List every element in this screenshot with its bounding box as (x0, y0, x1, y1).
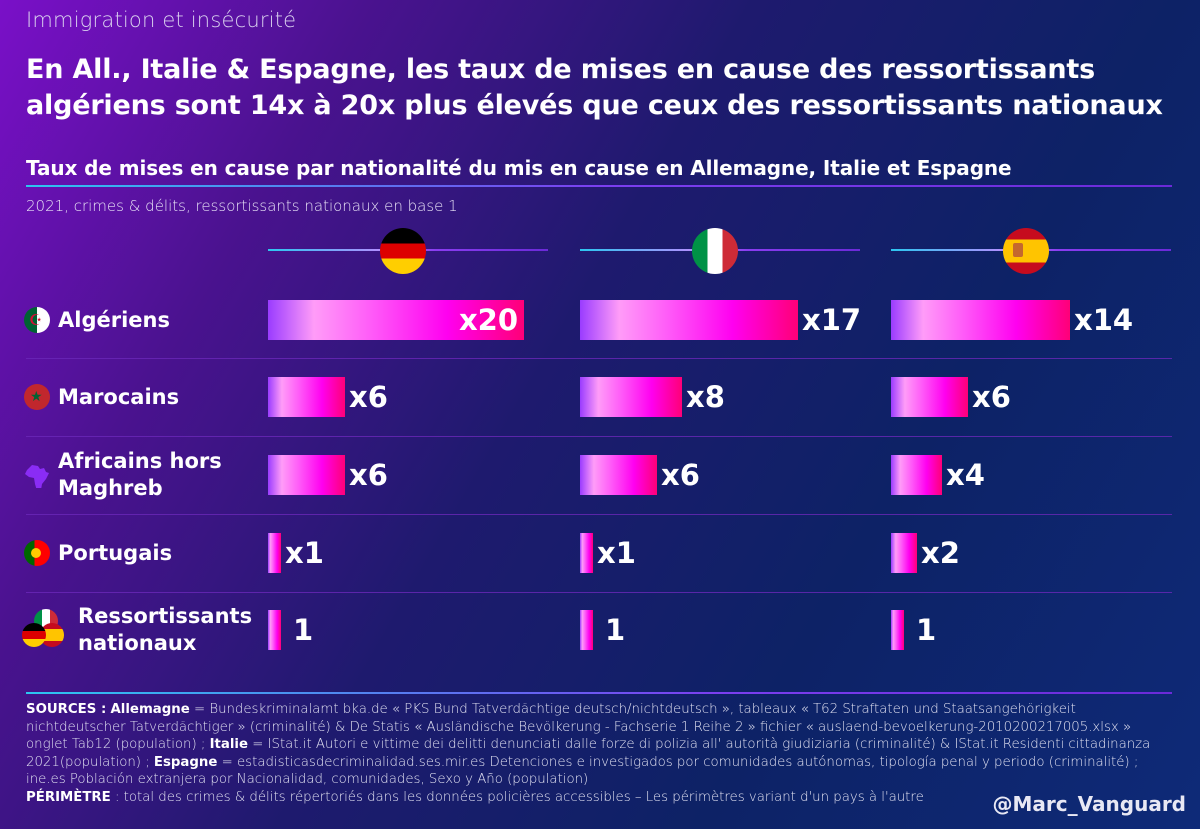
bar-value-label: x8 (686, 380, 725, 414)
bar-value-label: 1 (293, 613, 314, 647)
bar-espagne-3 (891, 533, 917, 573)
morocco-flag-icon (24, 384, 50, 410)
panel-header-2 (891, 228, 1171, 274)
source-italy-text: = IStat.it Autori e vittime dei delitti … (26, 737, 1151, 770)
category-text: Portugais (58, 540, 173, 565)
kicker: Immigration et insécurité (26, 8, 297, 32)
portugal-flag-icon (24, 540, 50, 566)
bar-value-label: x1 (597, 536, 636, 570)
source-germany-text: = Bundeskriminalamt bka.de « PKS Bund Ta… (26, 702, 1132, 752)
bar-allemagne-4 (268, 610, 281, 650)
category-label: Portugais (24, 540, 172, 567)
national-flags-icon (22, 609, 70, 657)
category-label: Algériens (24, 307, 170, 334)
source-italy-label: Italie (209, 737, 249, 752)
source-spain-text: = estadisticasdecriminalidad.ses.mir.es … (26, 754, 1139, 788)
bar-espagne-0 (891, 300, 1070, 340)
bar-italie-4 (580, 610, 593, 650)
algeria-flag-icon (24, 307, 50, 333)
africa-map-icon (24, 462, 50, 488)
author-handle: @Marc_Vanguard (992, 792, 1186, 816)
source-germany-label: Allemagne (110, 702, 190, 717)
bar-espagne-4 (891, 610, 904, 650)
title-rule (26, 185, 1172, 187)
bar-allemagne-2 (268, 455, 345, 495)
row-divider (26, 358, 1172, 359)
bar-italie-0 (580, 300, 798, 340)
bar-value-label: x6 (349, 380, 388, 414)
row-divider (26, 592, 1172, 593)
row-divider (26, 436, 1172, 437)
bar-value-label: x20 (458, 303, 518, 337)
bar-value-label: 1 (916, 613, 937, 647)
category-label: Africains hors Maghreb (24, 448, 222, 502)
italy-flag-icon (692, 228, 738, 274)
bar-espagne-1 (891, 377, 968, 417)
category-text: Algériens (58, 307, 170, 332)
row-divider (26, 514, 1172, 515)
bar-value-label: x6 (972, 380, 1011, 414)
bar-value-label: x1 (285, 536, 324, 570)
category-text: Africains hors Maghreb (58, 449, 222, 500)
bar-value-label: x2 (921, 536, 960, 570)
bar-italie-2 (580, 455, 657, 495)
bar-value-label: x6 (349, 458, 388, 492)
source-spain-label: Espagne (153, 754, 218, 770)
category-text: Ressortissants nationaux (78, 604, 253, 655)
germany-flag-icon (380, 228, 426, 274)
panel-header-1 (580, 228, 860, 274)
perimeter-label: PÉRIMÈTRE (26, 789, 111, 805)
spain-flag-icon (1003, 228, 1049, 274)
bar-allemagne-3 (268, 533, 281, 573)
bar-value-label: x14 (1074, 303, 1134, 337)
perimeter-text: : total des crimes & délits répertoriés … (110, 789, 924, 805)
bar-allemagne-1 (268, 377, 345, 417)
bar-italie-3 (580, 533, 593, 573)
headline: En All., Italie & Espagne, les taux de m… (26, 54, 1163, 121)
panel-header-0 (268, 228, 548, 274)
bar-italie-1 (580, 377, 682, 417)
category-label: Ressortissants nationaux (22, 603, 253, 657)
bar-value-label: x17 (802, 303, 862, 337)
footer-rule (26, 692, 1172, 694)
bar-allemagne-0 (268, 300, 524, 340)
chart-subtitle: 2021, crimes & délits, ressortissants na… (26, 197, 458, 215)
chart-title: Taux de mises en cause par nationalité d… (26, 156, 1012, 180)
category-text: Marocains (58, 384, 180, 409)
bar-value-label: 1 (605, 613, 626, 647)
bar-value-label: x4 (946, 458, 985, 492)
sources-text: SOURCES : Allemagne = Bundeskriminalamt … (26, 701, 1176, 806)
bar-value-label: x6 (661, 458, 700, 492)
category-label: Marocains (24, 384, 179, 411)
bar-espagne-2 (891, 455, 942, 495)
sources-label: SOURCES : (26, 702, 107, 717)
